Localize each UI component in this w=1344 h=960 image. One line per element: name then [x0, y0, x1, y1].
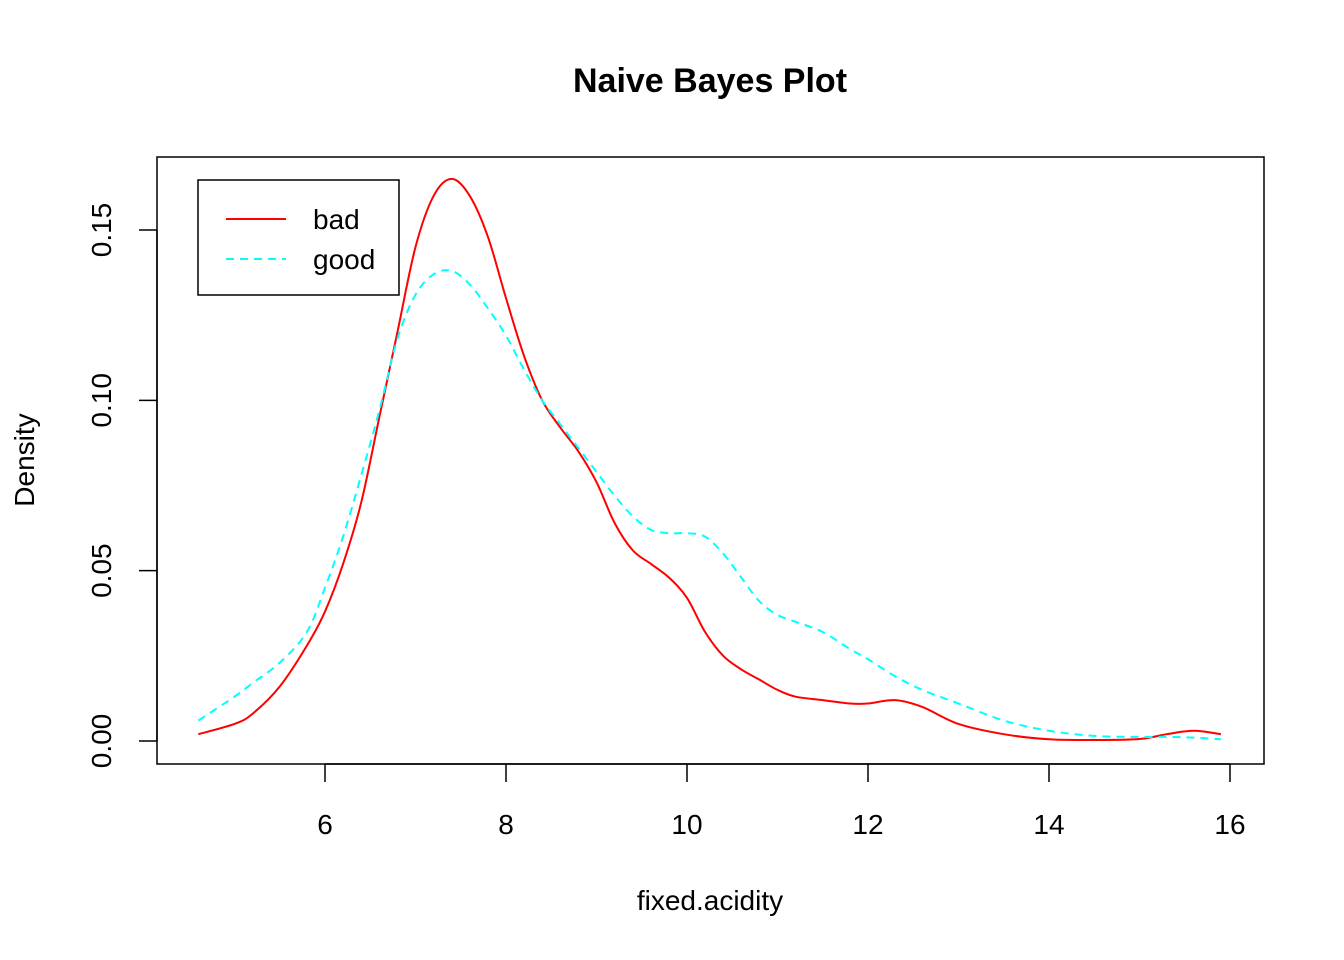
legend-box — [197, 179, 400, 296]
series-line-bad — [198, 177, 1222, 742]
y-tick-label: 0.10 — [86, 373, 117, 428]
series-line-good — [197, 269, 1222, 741]
chart-title: Naive Bayes Plot — [573, 62, 847, 100]
legend-label-bad: bad — [313, 204, 360, 235]
x-tick-label: 16 — [1214, 809, 1245, 840]
y-tick-label: 0.05 — [86, 543, 117, 598]
y-axis-label: Density — [9, 413, 40, 506]
y-axis: 0.00 0.05 0.10 0.15 — [86, 203, 158, 769]
x-tick-label: 14 — [1033, 809, 1064, 840]
series-layer — [197, 177, 1222, 742]
x-axis: 6 8 10 12 14 16 — [317, 763, 1246, 840]
y-tick-label: 0.00 — [86, 714, 117, 769]
x-axis-label: fixed.acidity — [637, 885, 783, 916]
legend-label-good: good — [313, 244, 375, 275]
x-tick-label: 10 — [671, 809, 702, 840]
x-tick-label: 12 — [852, 809, 883, 840]
legend: bad good — [197, 179, 400, 296]
y-tick-label: 0.15 — [86, 203, 117, 258]
x-tick-label: 8 — [498, 809, 514, 840]
x-tick-label: 6 — [317, 809, 333, 840]
